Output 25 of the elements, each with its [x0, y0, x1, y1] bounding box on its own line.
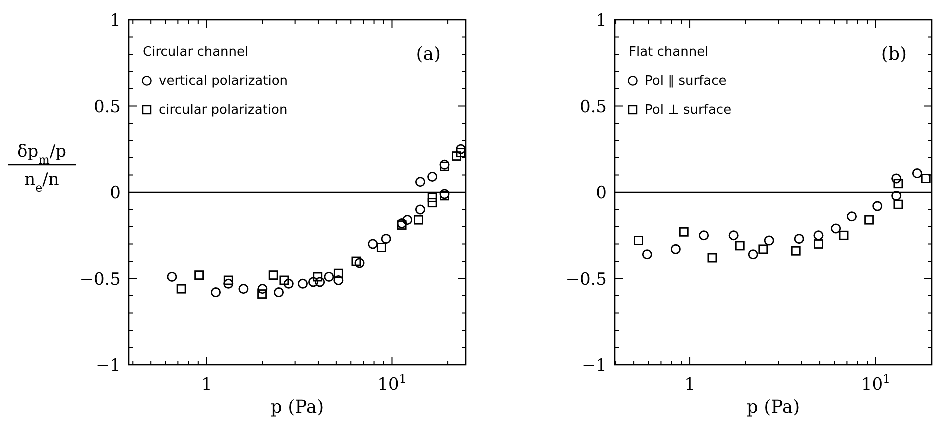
- legend-label: vertical polarization: [159, 74, 288, 89]
- x-tick-label: 1: [684, 375, 696, 395]
- legend-label: Pol ∥ surface: [645, 74, 727, 89]
- y-tick-label: 0: [596, 184, 607, 204]
- legend-title: Circular channel: [143, 45, 249, 60]
- x-axis-title: p (Pa): [270, 397, 324, 418]
- y-tick-label: 1: [596, 11, 607, 31]
- y-tick-label: 0.5: [94, 97, 121, 118]
- y-tick-label: −1: [582, 356, 607, 376]
- legend-title: Flat channel: [629, 45, 709, 60]
- y-tick-label: −0.5: [80, 270, 121, 290]
- annotation: (a): [416, 44, 441, 65]
- y-tick-label: −0.5: [566, 270, 607, 290]
- y-tick-label: 1: [110, 11, 121, 31]
- x-axis-title: p (Pa): [746, 397, 800, 418]
- legend-label: circular polarization: [159, 103, 288, 118]
- x-tick-label: 10$^{1}$: [378, 372, 407, 395]
- legend-label: Pol ⊥ surface: [645, 103, 732, 118]
- x-tick-label: 1: [201, 375, 212, 395]
- y-tick-label: 0.5: [580, 97, 607, 118]
- x-tick-label: 10$^{1}$: [861, 372, 891, 395]
- y-tick-label: 0: [110, 184, 121, 204]
- y-axis-title: δp$_{m}$/p n$_{e}$/n: [17, 142, 67, 195]
- y-tick-label: −1: [96, 356, 121, 376]
- annotation: (b): [881, 44, 907, 65]
